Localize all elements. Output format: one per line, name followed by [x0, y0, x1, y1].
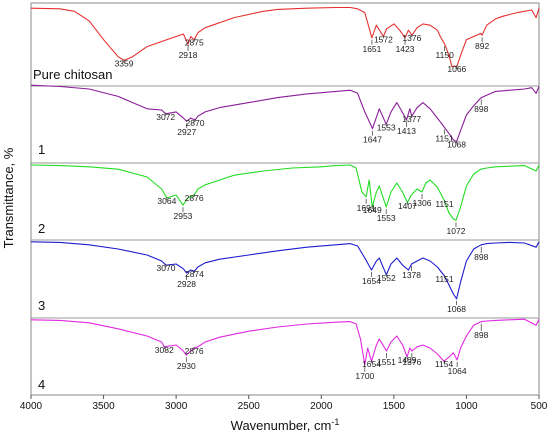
- annotation-label: 1407: [398, 201, 417, 211]
- annotation-label: 2875: [185, 38, 204, 48]
- annotation-label: 2874: [185, 269, 204, 279]
- annotation-label: 898: [474, 104, 488, 114]
- annotation-label: 1649: [363, 205, 382, 215]
- panel-labels: Pure chitosan 1 2 3 4: [33, 67, 113, 392]
- annotation-label: 1572: [374, 35, 393, 45]
- annotation-label: 1647: [363, 135, 382, 145]
- annotation-label: 2953: [174, 211, 193, 221]
- annotation-label: 2870: [186, 118, 205, 128]
- panel-label-2: 1: [38, 142, 45, 157]
- annotation-label: 1700: [355, 371, 374, 381]
- x-axis-title: Wavenumber, cm-1: [231, 417, 340, 433]
- spectrum-line-3: [30, 164, 540, 221]
- annotation-label: 2927: [177, 127, 196, 137]
- annotation-label: 1423: [396, 44, 415, 54]
- panel-label-4: 3: [38, 298, 45, 313]
- annotation-label: 1154: [435, 359, 454, 369]
- annotation-label: 1409: [398, 355, 417, 365]
- spectrum-line-2: [30, 84, 540, 143]
- annotation-label: 1691: [357, 203, 376, 213]
- x-tick-label: 2500: [238, 401, 261, 412]
- annotation-label: 898: [474, 252, 488, 262]
- annotation-label: 1151: [435, 274, 454, 284]
- annotation-label: 1150: [436, 50, 455, 60]
- x-axis-ticks: 4000 3500 3000 2500 2000 1500 1000 500: [20, 395, 548, 412]
- annotation-label: 1064: [448, 366, 467, 376]
- annotation-label: 1654: [362, 276, 381, 286]
- plot-frame: [30, 2, 540, 396]
- annotation-label: 1377: [402, 114, 421, 124]
- annotation-label: 2930: [177, 361, 196, 371]
- spectrum-line-1: [30, 6, 540, 68]
- spectrum-line-5: [30, 318, 540, 366]
- annotation-label: 1654: [362, 359, 381, 369]
- annotation-label: 1376: [402, 33, 421, 43]
- annotation-label: 3072: [156, 112, 175, 122]
- annotation-label: 1072: [447, 226, 466, 236]
- annotation-label: 1551: [377, 357, 396, 367]
- annotation-label: 1151: [435, 133, 454, 143]
- spectrum-line-4: [30, 241, 540, 300]
- annotation-label: 1553: [377, 122, 396, 132]
- x-tick-label: 500: [531, 401, 548, 412]
- annotation-label: 3359: [115, 58, 134, 68]
- annotation-label: 2918: [179, 50, 198, 60]
- annotation-label: 2928: [177, 279, 196, 289]
- x-tick-label: 1500: [383, 401, 406, 412]
- x-tick-label: 3000: [165, 401, 188, 412]
- annotation-label: 1068: [447, 304, 466, 314]
- x-tick-label: 3500: [92, 401, 115, 412]
- panel-label-1: Pure chitosan: [33, 67, 113, 82]
- x-tick-label: 4000: [20, 401, 43, 412]
- annotation-label: 1376: [402, 357, 421, 367]
- annotation-label: 1151: [435, 199, 454, 209]
- annotation-label: 3064: [157, 196, 176, 206]
- annotation-label: 898: [474, 330, 488, 340]
- annotation-label: 3070: [157, 263, 176, 273]
- annotation-label: 3082: [155, 345, 174, 355]
- x-axis-title-sup: -1: [331, 417, 339, 427]
- x-axis-title-main: Wavenumber, cm: [231, 418, 332, 433]
- annotation-label: 1413: [397, 126, 416, 136]
- y-axis-title: Transmittance, %: [1, 147, 16, 248]
- panel-label-3: 2: [38, 221, 45, 236]
- x-tick-label: 2000: [310, 401, 333, 412]
- annotation-label: 1068: [447, 140, 466, 150]
- x-tick-label: 1000: [455, 401, 478, 412]
- annotation-label: 1651: [362, 44, 381, 54]
- annotation-label: 892: [475, 41, 489, 51]
- annotation-label: 1306: [413, 198, 432, 208]
- peak-annotations: 3359291828751651157214231376115010668923…: [115, 33, 490, 381]
- annotation-label: 2876: [185, 346, 204, 356]
- panel-label-5: 4: [38, 377, 45, 392]
- panel-separators: [31, 85, 539, 319]
- annotation-label: 1378: [402, 270, 421, 280]
- annotation-label: 1066: [447, 64, 466, 74]
- annotation-label: 1553: [377, 213, 396, 223]
- spectra: [30, 6, 540, 366]
- annotation-label: 1552: [377, 273, 396, 283]
- annotation-label: 2876: [185, 193, 204, 203]
